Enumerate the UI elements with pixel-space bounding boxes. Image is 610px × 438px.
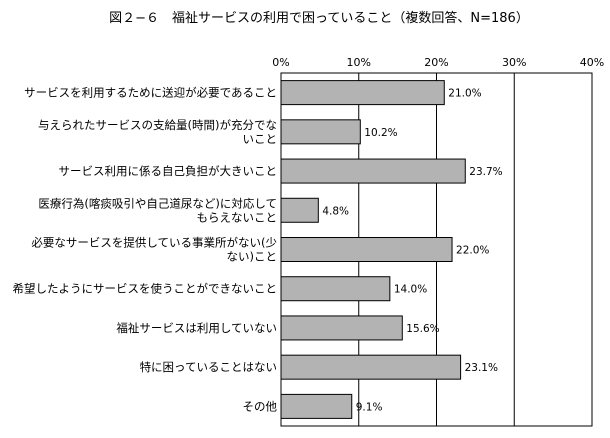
bar	[280, 315, 403, 341]
value-label: 14.0%	[394, 284, 427, 296]
bars	[280, 80, 466, 419]
bar	[280, 197, 319, 223]
value-label: 23.1%	[465, 362, 498, 374]
x-tick-label: 40%	[580, 56, 604, 69]
category-label: 希望したようにサービスを使うことができないこと	[13, 282, 278, 296]
chart-title: 図２−６ 福祉サービスの利用で困っていること（複数回答、N=186）	[109, 10, 529, 26]
value-label: 21.0%	[448, 88, 481, 100]
category-label: もらえないこと	[197, 210, 278, 224]
value-label: 22.0%	[456, 245, 489, 257]
value-label: 10.2%	[364, 127, 397, 139]
bar	[280, 119, 361, 145]
category-label: 特に困っていることはない	[140, 360, 277, 374]
category-label: ない)こと	[227, 250, 278, 264]
bar	[280, 393, 353, 419]
category-label: 与えられたサービスの支給量(時間)が充分でな	[38, 118, 277, 132]
category-labels: サービスを利用するために送迎が必要であること与えられたサービスの支給量(時間)が…	[13, 86, 278, 414]
bar	[280, 158, 466, 184]
bar	[280, 276, 391, 302]
x-tick-label: 10%	[347, 56, 371, 69]
bar	[280, 237, 453, 262]
x-tick-label: 20%	[424, 56, 448, 69]
value-label: 23.7%	[469, 166, 502, 178]
category-label: サービスを利用するために送迎が必要であること	[24, 86, 277, 100]
bar	[280, 354, 462, 380]
category-label: サービス利用に係る自己負担が大きいこと	[59, 164, 278, 178]
x-tick-label: 30%	[502, 56, 526, 69]
category-label: その他	[243, 399, 278, 413]
value-labels: 21.0% 10.2% 23.7% 4.8% 22.0% 14.0% 15.6% 23.1% 9…	[322, 88, 502, 414]
plot-frame	[280, 72, 593, 427]
category-label: 医療行為(喀痰吸引や自己道尿など)に対応して	[38, 196, 277, 210]
x-tick-labels: 0% 10% 20% 30% 40%	[272, 56, 604, 69]
bar	[280, 80, 445, 106]
value-label: 15.6%	[406, 323, 439, 335]
category-label: 福祉サービスは利用していない	[116, 321, 277, 335]
value-label: 9.1%	[356, 401, 383, 413]
x-tick-label: 0%	[272, 56, 289, 69]
category-label: 必要なサービスを提供している事業所がない(少	[31, 236, 277, 250]
value-label: 4.8%	[322, 205, 349, 217]
category-label: いこと	[243, 132, 278, 146]
